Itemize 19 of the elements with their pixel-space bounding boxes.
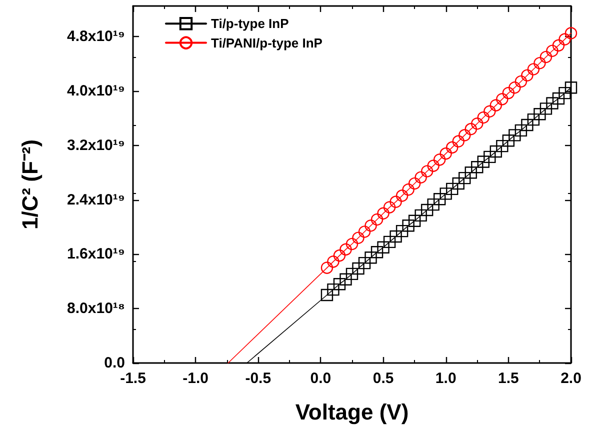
y-tick-label: 0.0	[104, 354, 125, 372]
x-tick-label: 2.0	[560, 370, 582, 387]
y-tick-label: 4.8x10¹⁹	[67, 28, 125, 46]
y-tick-label: 4.0x10¹⁹	[67, 82, 125, 100]
y-tick-label: 8.0x10¹⁸	[67, 300, 125, 318]
x-tick-label: 0.0	[310, 370, 332, 387]
x-tick-label: 1.0	[435, 370, 456, 387]
legend-label: Ti/p-type InP	[211, 16, 290, 32]
x-tick-label: 0.5	[372, 370, 394, 387]
x-axis-title: Voltage (V)	[295, 400, 409, 424]
y-axis-title: 1/C² (F⁻²)	[18, 139, 42, 230]
y-tick-label: 2.4x10¹⁹	[67, 191, 125, 208]
x-tick-label: -1.0	[182, 370, 208, 387]
y-tick-label: 3.2x10¹⁹	[67, 136, 125, 154]
legend-label: Ti/PANI/p-type InP	[211, 35, 323, 50]
y-tick-label: 1.6x10¹⁹	[67, 246, 125, 263]
x-tick-label: 1.5	[498, 370, 519, 387]
x-tick-label: -0.5	[245, 370, 272, 387]
x-tick-label: -1.5	[120, 370, 146, 387]
